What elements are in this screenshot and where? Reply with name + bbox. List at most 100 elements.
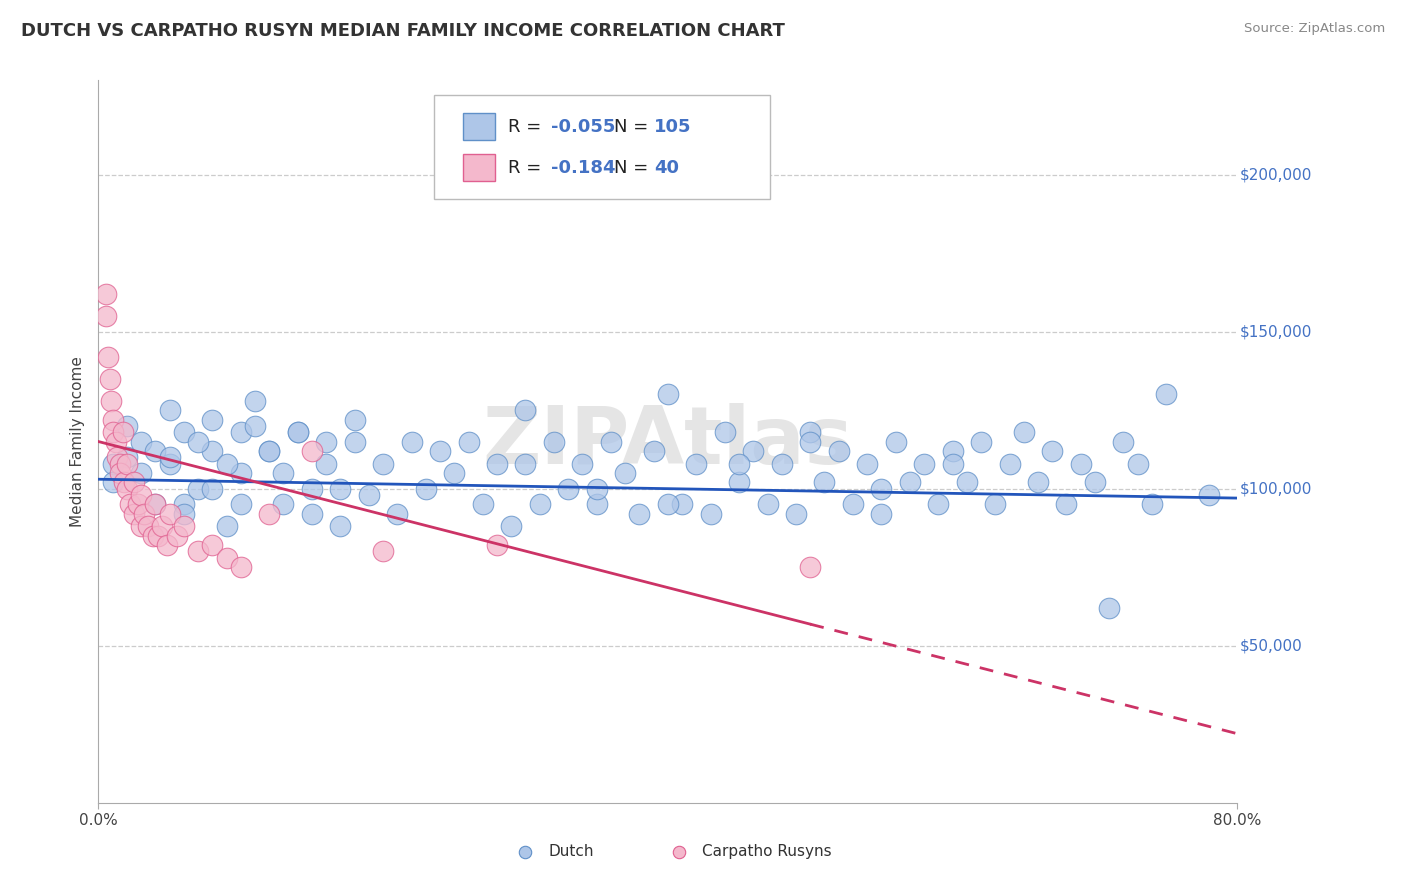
- Point: [329, 519, 352, 533]
- Point: [101, 425, 124, 439]
- Point: [756, 497, 779, 511]
- Point: [122, 475, 145, 490]
- Text: -0.055: -0.055: [551, 118, 614, 136]
- Point: [100, 393, 122, 408]
- FancyBboxPatch shape: [434, 95, 770, 200]
- Text: -0.184: -0.184: [551, 159, 614, 177]
- Point: [571, 457, 593, 471]
- Y-axis label: Median Family Income: Median Family Income: [69, 356, 84, 527]
- Point: [259, 507, 281, 521]
- Point: [159, 450, 181, 465]
- Text: $150,000: $150,000: [1240, 324, 1312, 339]
- Point: [112, 475, 135, 490]
- FancyBboxPatch shape: [463, 154, 495, 181]
- Point: [912, 457, 935, 471]
- Point: [942, 457, 965, 471]
- Text: Carpatho Rusyns: Carpatho Rusyns: [702, 845, 831, 859]
- Point: [699, 507, 721, 521]
- Point: [94, 286, 117, 301]
- Point: [1084, 475, 1107, 490]
- Point: [984, 497, 1007, 511]
- Point: [201, 444, 224, 458]
- Point: [742, 444, 765, 458]
- Point: [799, 425, 821, 439]
- Point: [387, 507, 409, 521]
- Point: [842, 497, 865, 511]
- Point: [148, 529, 170, 543]
- Point: [97, 350, 120, 364]
- Point: [671, 497, 693, 511]
- Point: [129, 488, 152, 502]
- Point: [585, 482, 607, 496]
- Point: [585, 497, 607, 511]
- Point: [1070, 457, 1092, 471]
- Point: [173, 519, 195, 533]
- Point: [956, 475, 979, 490]
- Point: [828, 444, 851, 458]
- Point: [173, 425, 195, 439]
- Point: [229, 560, 252, 574]
- Point: [101, 475, 124, 490]
- Text: Source: ZipAtlas.com: Source: ZipAtlas.com: [1244, 22, 1385, 36]
- Text: R =: R =: [509, 159, 547, 177]
- Point: [898, 475, 921, 490]
- Text: DUTCH VS CARPATHO RUSYN MEDIAN FAMILY INCOME CORRELATION CHART: DUTCH VS CARPATHO RUSYN MEDIAN FAMILY IN…: [21, 22, 785, 40]
- Point: [357, 488, 380, 502]
- Point: [173, 507, 195, 521]
- Point: [129, 466, 152, 480]
- Point: [273, 497, 295, 511]
- Point: [215, 550, 238, 565]
- Point: [315, 434, 337, 449]
- Point: [486, 457, 509, 471]
- Point: [1098, 601, 1121, 615]
- Text: $50,000: $50,000: [1240, 639, 1302, 653]
- Point: [108, 457, 131, 471]
- Point: [152, 519, 174, 533]
- Point: [115, 418, 138, 433]
- Point: [927, 497, 949, 511]
- Point: [471, 497, 494, 511]
- Point: [501, 519, 523, 533]
- Point: [201, 538, 224, 552]
- Text: $200,000: $200,000: [1240, 167, 1312, 182]
- Point: [94, 309, 117, 323]
- Point: [799, 434, 821, 449]
- Point: [145, 497, 167, 511]
- Point: [187, 434, 209, 449]
- Point: [166, 529, 188, 543]
- Point: [229, 497, 252, 511]
- Point: [115, 482, 138, 496]
- Point: [129, 434, 152, 449]
- Point: [127, 497, 149, 511]
- Point: [159, 403, 181, 417]
- Point: [129, 519, 152, 533]
- Point: [259, 444, 281, 458]
- Point: [856, 457, 879, 471]
- Point: [1040, 444, 1063, 458]
- Point: [714, 425, 737, 439]
- Point: [998, 457, 1021, 471]
- Point: [287, 425, 309, 439]
- Point: [243, 393, 266, 408]
- Point: [145, 497, 167, 511]
- Point: [98, 372, 121, 386]
- Point: [273, 466, 295, 480]
- Point: [108, 466, 131, 480]
- Point: [884, 434, 907, 449]
- Point: [104, 434, 127, 449]
- Point: [1012, 425, 1035, 439]
- Text: N =: N =: [614, 118, 654, 136]
- Point: [1198, 488, 1220, 502]
- Text: ZIPAtlas: ZIPAtlas: [482, 402, 853, 481]
- Point: [101, 412, 124, 426]
- Point: [259, 444, 281, 458]
- Point: [141, 529, 163, 543]
- Point: [543, 434, 565, 449]
- Text: 40: 40: [654, 159, 679, 177]
- Point: [429, 444, 451, 458]
- Point: [122, 507, 145, 521]
- Text: R =: R =: [509, 118, 547, 136]
- Point: [187, 482, 209, 496]
- Point: [685, 457, 707, 471]
- Point: [1140, 497, 1163, 511]
